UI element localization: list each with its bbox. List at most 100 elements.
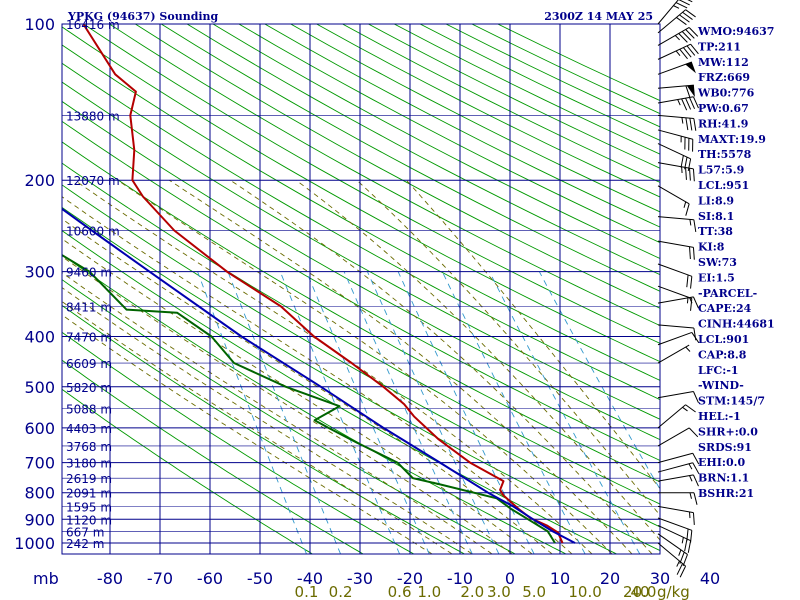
mixing-ratio-line — [488, 271, 641, 554]
dry-adiabat — [62, 230, 617, 554]
wind-barb-staff — [657, 474, 694, 482]
index-item: BSHR:21 — [698, 487, 754, 500]
wind-barb-staff — [657, 129, 693, 140]
wind-barb-staff — [657, 517, 692, 531]
mixing-ratio-label: 3.0 — [487, 583, 511, 600]
wind-barb-staff — [657, 114, 694, 120]
plot-area — [62, 24, 660, 554]
wind-barb-full — [682, 11, 693, 20]
wind-barb-staff — [657, 452, 693, 464]
temperature-tick-label: 30 — [650, 569, 670, 588]
index-item: TP:211 — [698, 40, 741, 53]
wind-barb-full — [685, 29, 695, 39]
wind-barb-full — [679, 565, 687, 578]
moist-adiabat — [62, 300, 453, 554]
wind-barb-full — [689, 168, 691, 181]
moist-adiabat — [74, 179, 593, 554]
dry-adiabat — [238, 24, 660, 244]
wind-barb-staff — [657, 263, 692, 277]
wind-barb-full — [692, 462, 700, 474]
pressure-tick-label: 300 — [24, 263, 55, 282]
wind-barb-full — [685, 117, 689, 131]
index-item: EI:1.5 — [698, 271, 735, 284]
wind-barb — [657, 43, 699, 60]
wind-barb — [657, 162, 695, 182]
mixing-ratio-line — [397, 271, 535, 554]
dry-adiabat — [62, 162, 660, 505]
wind-barb — [657, 263, 693, 289]
index-item: LCL:901 — [698, 333, 749, 346]
wind-barb-staff — [657, 43, 691, 60]
wind-barb — [657, 474, 699, 487]
pressure-tick-label: 400 — [24, 327, 55, 346]
wind-barb-full — [692, 168, 695, 182]
mixing-ratio-label: 1.0 — [417, 583, 441, 600]
index-item: STM:145/7 — [698, 395, 765, 408]
wind-barb-half — [677, 99, 681, 106]
dry-adiabat — [135, 24, 660, 309]
mixing-ratio-line — [279, 271, 401, 554]
wind-barb-full — [685, 85, 691, 98]
dry-adiabat — [83, 24, 660, 344]
temperature-tick-label: -70 — [147, 569, 173, 588]
temperature-tick-label: -50 — [247, 569, 273, 588]
wind-barb-staff — [657, 61, 692, 75]
wind-barb — [657, 61, 696, 75]
wind-barb-full — [693, 219, 697, 233]
wind-barb — [657, 84, 695, 98]
wind-barb — [657, 143, 692, 172]
wind-barb — [657, 285, 693, 311]
wind-barb-staff — [657, 185, 690, 205]
temperature-tick-label: -60 — [197, 569, 223, 588]
height-label: 1595 m — [66, 500, 112, 514]
wind-barb-flag — [685, 61, 696, 74]
wind-barb-half — [678, 549, 682, 556]
wind-barb — [657, 0, 693, 25]
height-label: 16416 m — [66, 18, 120, 32]
wind-barb — [657, 542, 687, 578]
wind-barb-full — [692, 96, 699, 109]
moist-adiabat — [62, 238, 533, 554]
wind-barb-half — [688, 463, 693, 470]
wind-barb-full — [681, 98, 688, 111]
height-label: 4403 m — [66, 422, 112, 436]
mixing-ratio-line — [366, 271, 500, 554]
wind-barb — [657, 462, 700, 474]
index-item: -PARCEL- — [698, 287, 757, 300]
wind-barb-staff — [657, 462, 693, 473]
wind-barb-half — [681, 537, 684, 544]
moist-adiabat — [62, 287, 473, 554]
wind-barb-full — [686, 274, 689, 288]
height-label: 3180 m — [66, 457, 112, 471]
index-item: MW:112 — [698, 56, 749, 69]
dry-adiabat — [186, 24, 660, 276]
height-label: 242 m — [66, 537, 104, 551]
wind-barb-staff — [657, 391, 694, 399]
height-label: 5820 m — [66, 381, 112, 395]
wind-barb-staff — [657, 505, 694, 514]
wind-barb-staff — [657, 331, 692, 346]
temperature-tick-label: -40 — [297, 569, 323, 588]
pressure-tick-label: 900 — [24, 510, 55, 529]
wind-barb-staff — [657, 542, 686, 567]
height-label: 10600 m — [66, 225, 120, 239]
wind-barb-full — [689, 118, 693, 131]
wind-barb-staff — [657, 216, 694, 221]
index-item: CAP:8.8 — [698, 348, 747, 361]
dry-adiabat — [62, 100, 660, 441]
wind-barb — [657, 517, 693, 543]
wind-barb-full — [679, 14, 690, 23]
wind-barb-half — [689, 475, 693, 482]
index-item: KI:8 — [698, 241, 725, 254]
wind-barb-half — [685, 346, 691, 352]
height-label: 8411 m — [66, 300, 112, 314]
wind-barb-full — [684, 157, 688, 170]
wind-barb-full — [693, 118, 697, 131]
index-item: WB0:776 — [697, 87, 755, 100]
index-item: BRN:1.1 — [698, 472, 749, 485]
pressure-tick-label: 200 — [24, 171, 55, 190]
wind-barb-staff — [657, 533, 688, 555]
height-label: 7470 m — [66, 330, 112, 344]
index-item: RH:41.9 — [698, 117, 748, 130]
